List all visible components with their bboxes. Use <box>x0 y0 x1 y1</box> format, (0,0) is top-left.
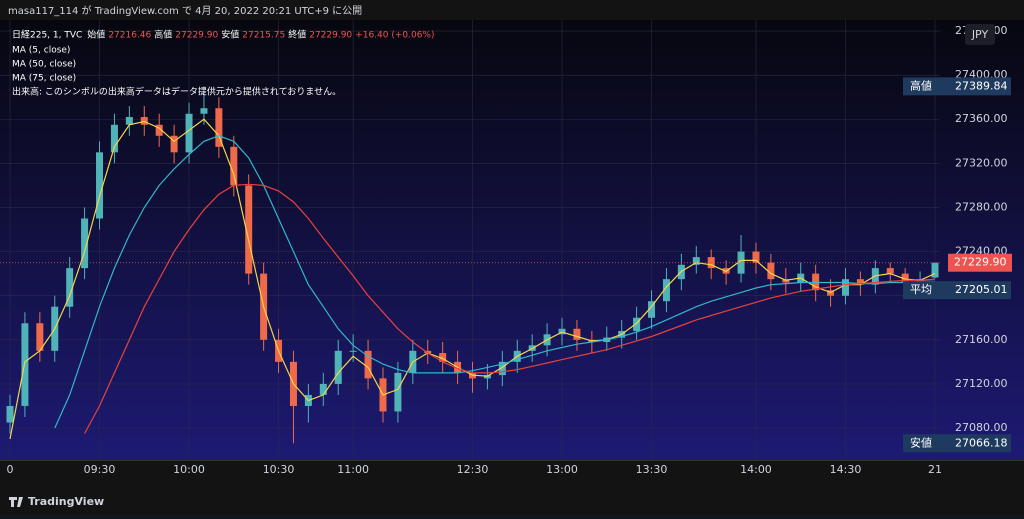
price-label-value: 27066.18 <box>955 436 1008 449</box>
candle-body <box>364 350 372 379</box>
footer-logo: TradingView <box>9 495 104 508</box>
candle-body <box>662 279 670 302</box>
x-tick-label: 11:00 <box>337 463 369 476</box>
candle-body <box>573 328 581 340</box>
symbol: 日経225, 1, TVC <box>12 29 82 41</box>
candle-body <box>841 279 849 296</box>
candle-body <box>424 350 432 354</box>
candle-body <box>767 262 775 280</box>
price-label-value: 27389.84 <box>955 79 1008 92</box>
y-tick-label: 27360.00 <box>955 112 1008 125</box>
ohlc-label: 始値 <box>87 29 105 41</box>
candle-body <box>901 273 909 283</box>
ohlc-value: 27229.90 <box>309 31 352 41</box>
candle-body <box>36 323 44 351</box>
price-label-name: 平均 <box>910 283 932 296</box>
candle-body <box>66 268 74 307</box>
price-label-name: 高値 <box>910 78 932 92</box>
x-tick-label: 0 <box>7 463 14 476</box>
candle-body <box>334 350 342 384</box>
ohlc-label: 安値 <box>221 29 239 41</box>
ohlc-label: 終値 <box>288 29 306 41</box>
footer-text: TradingView <box>28 495 104 508</box>
last-price-box <box>948 253 1012 272</box>
x-tick-label: 13:30 <box>636 463 668 476</box>
candle-body <box>96 152 104 219</box>
x-tick-label: 14:30 <box>830 463 862 476</box>
y-tick-label: 27080.00 <box>955 421 1008 434</box>
candle-body <box>125 117 133 125</box>
y-tick-label: 27120.00 <box>955 377 1008 390</box>
candle-body <box>200 108 208 114</box>
candle-body <box>886 268 894 274</box>
candle-body <box>498 361 506 376</box>
ohlc-value: 27216.46 <box>108 31 151 41</box>
volume-note: 出来高: このシンボルの出来高データはデータ提供元から提供されておりません。 <box>12 86 341 98</box>
price-label-name: 安値 <box>910 435 932 449</box>
candle-body <box>856 279 864 285</box>
x-tick-label: 13:00 <box>546 463 578 476</box>
ma-line <box>54 135 935 429</box>
currency-badge <box>965 24 995 45</box>
candle-body <box>185 113 193 153</box>
candle-body <box>752 251 760 263</box>
candle-body <box>648 301 656 318</box>
candle-body <box>170 135 178 153</box>
price-label-box <box>903 281 1011 300</box>
ohlc-label: 高値 <box>154 29 172 41</box>
candle-body <box>6 405 14 423</box>
ma-line <box>84 183 936 434</box>
x-tick-label: 12:30 <box>457 463 489 476</box>
x-tick-label: 14:00 <box>740 463 772 476</box>
chart-background <box>0 20 1024 460</box>
ohlc-value: 27229.90 <box>175 31 218 41</box>
ma-line <box>9 118 936 440</box>
change: +16.40 (+0.06%) <box>355 31 434 41</box>
publisher: masa117_114 が TradingView.com で 4月 20, 2… <box>8 4 362 17</box>
price-label-box <box>903 434 1011 453</box>
x-tick-label: 21 <box>928 463 942 476</box>
logo-icon <box>9 497 23 507</box>
candle-body <box>633 317 641 331</box>
candle-body <box>245 185 253 274</box>
currency: JPY <box>971 28 989 41</box>
candle-body <box>931 262 939 278</box>
candle-body <box>319 383 327 395</box>
price-label-box <box>903 77 1011 96</box>
y-tick-label: 27160.00 <box>955 333 1008 346</box>
candle-body <box>349 350 357 352</box>
candle-body <box>110 124 118 153</box>
candle-body <box>155 124 163 136</box>
x-tick-label: 09:30 <box>84 463 116 476</box>
x-tick-label: 10:00 <box>173 463 205 476</box>
x-tick-label: 10:30 <box>263 463 295 476</box>
candle-body <box>692 257 700 265</box>
candle-body <box>81 218 89 269</box>
legend-entry: MA (50, close) <box>12 60 76 70</box>
y-tick-label: 27280.00 <box>955 200 1008 213</box>
candle-body <box>439 353 447 362</box>
candle-body <box>215 108 223 147</box>
candle-body <box>230 146 238 186</box>
last-price-label: 27229.90 <box>954 256 1007 269</box>
legend-entry: MA (75, close) <box>12 74 76 84</box>
price-label-value: 27205.01 <box>955 283 1008 296</box>
candle-body <box>394 372 402 412</box>
legend-entry: MA (5, close) <box>12 46 70 56</box>
y-tick-label: 27320.00 <box>955 156 1008 169</box>
ohlc-value: 27215.75 <box>242 31 285 41</box>
